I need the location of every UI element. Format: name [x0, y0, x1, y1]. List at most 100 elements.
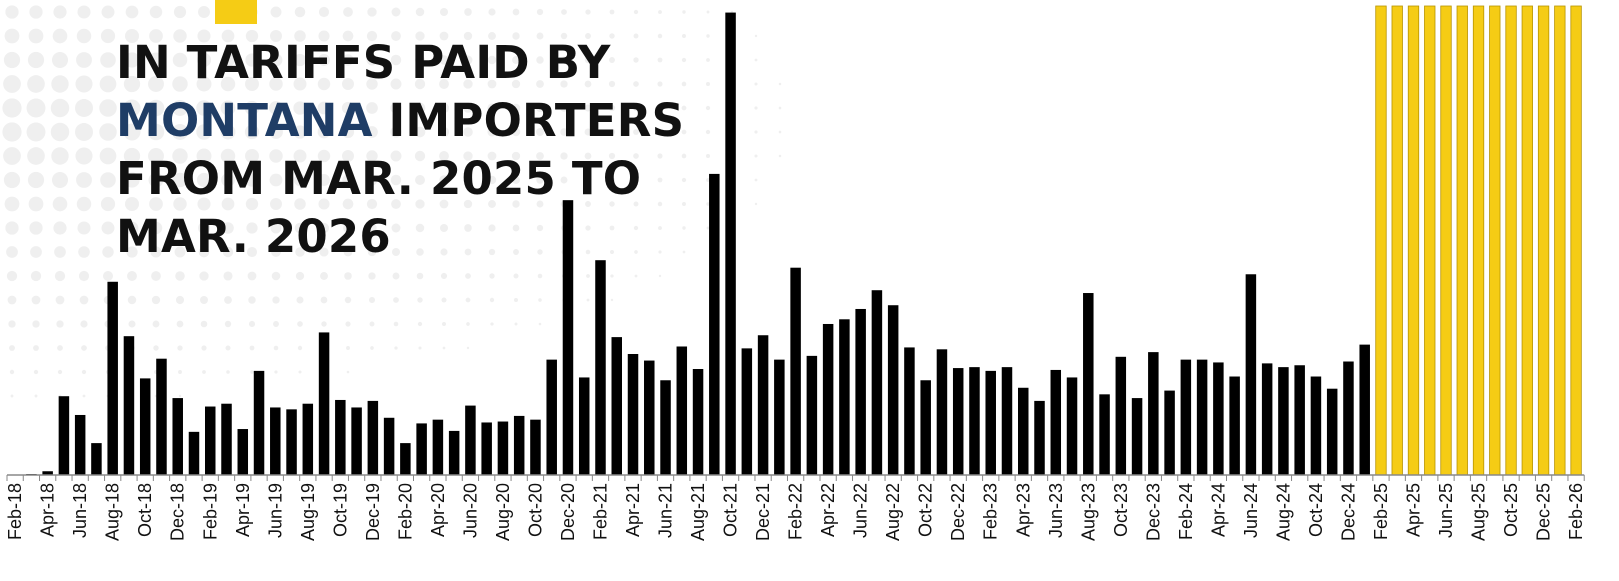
background-dot — [126, 246, 138, 258]
background-dot — [344, 272, 352, 280]
background-dot — [245, 173, 259, 187]
x-tick-label: Oct-24 — [1306, 483, 1326, 537]
background-dot — [26, 122, 46, 142]
background-dot — [657, 153, 663, 159]
background-dot — [705, 129, 711, 135]
bar — [1359, 344, 1370, 475]
background-dot — [76, 28, 92, 44]
background-dot — [293, 77, 307, 91]
background-dot — [53, 221, 67, 235]
background-dot — [317, 149, 331, 163]
bar — [676, 346, 688, 475]
background-dot — [706, 178, 710, 182]
background-dot — [222, 246, 234, 258]
x-tick-label: Aug-25 — [1469, 483, 1489, 541]
background-dot — [220, 76, 236, 92]
background-dot — [123, 99, 141, 117]
background-dot — [225, 345, 231, 351]
background-dot — [318, 222, 330, 234]
background-dot — [221, 53, 235, 67]
background-dot — [345, 321, 351, 327]
background-dot — [198, 246, 210, 258]
background-dot — [223, 271, 233, 281]
background-dot — [3, 75, 21, 93]
background-dot — [560, 32, 568, 40]
background-dot — [6, 246, 18, 258]
x-tick-label: Apr-25 — [1403, 483, 1423, 537]
background-dot — [173, 5, 187, 19]
background-dot — [100, 52, 116, 68]
x-tick-label: Oct-18 — [135, 483, 155, 537]
headline-line-2: MONTANA IMPORTERS — [116, 92, 756, 150]
background-dot — [416, 272, 424, 280]
background-dot — [123, 123, 141, 141]
bar — [513, 415, 525, 475]
background-dot — [439, 7, 449, 17]
background-dot — [200, 320, 208, 328]
background-dot — [439, 79, 449, 89]
background-dot — [293, 173, 307, 187]
x-tick-label: Apr-24 — [1208, 483, 1228, 537]
bar — [578, 377, 590, 475]
background-dot — [53, 5, 67, 19]
background-dot — [99, 123, 117, 141]
background-dot — [198, 6, 210, 18]
highlight-bar — [1407, 5, 1420, 476]
background-dot — [293, 149, 307, 163]
background-dot — [706, 34, 710, 38]
bar — [416, 423, 427, 475]
background-dot — [294, 222, 306, 234]
background-dot — [51, 75, 69, 93]
background-dot — [560, 56, 568, 64]
accent-square — [215, 0, 257, 24]
background-dot — [536, 8, 544, 16]
background-dot — [175, 271, 185, 281]
bar — [1245, 274, 1257, 475]
background-dot — [317, 77, 331, 91]
background-dot — [754, 58, 758, 62]
background-dot — [272, 296, 280, 304]
background-dot — [125, 221, 139, 235]
background-dot — [560, 80, 568, 88]
x-tick-label: Apr-19 — [233, 483, 253, 537]
background-dot — [490, 322, 494, 326]
background-dot — [99, 99, 117, 117]
background-dot — [538, 322, 542, 326]
background-dot — [269, 101, 283, 115]
bar — [172, 398, 183, 475]
background-dot — [7, 295, 17, 305]
x-tick-label: Dec-21 — [753, 483, 773, 541]
x-tick-label: Aug-23 — [1078, 483, 1098, 541]
background-dot — [27, 147, 45, 165]
background-dot — [54, 270, 66, 282]
background-dot — [464, 8, 472, 16]
background-dot — [658, 274, 662, 278]
background-dot — [681, 177, 687, 183]
background-dot — [682, 34, 686, 38]
bar — [237, 429, 249, 475]
background-dot — [439, 175, 449, 185]
x-tick-label: Jun-24 — [1241, 483, 1261, 538]
bar — [692, 369, 704, 475]
background-dot — [4, 28, 20, 44]
headline-line-3: FROM MAR. 2025 TO — [116, 152, 642, 205]
background-dot — [511, 127, 521, 137]
background-dot — [172, 124, 188, 140]
background-dot — [512, 56, 520, 64]
background-dot — [202, 370, 206, 374]
bar — [42, 471, 53, 475]
x-tick-label: Aug-22 — [883, 483, 903, 541]
background-dot — [393, 321, 399, 327]
background-dot — [415, 31, 425, 41]
background-dot — [101, 221, 115, 235]
background-dot — [440, 248, 448, 256]
background-dot — [81, 345, 87, 351]
background-dot — [221, 29, 235, 43]
background-dot — [57, 369, 63, 375]
background-dot — [244, 100, 260, 116]
bar — [1229, 376, 1240, 475]
background-dot — [9, 369, 15, 375]
background-dot — [368, 272, 376, 280]
background-dot — [536, 200, 544, 208]
background-dot — [609, 9, 615, 15]
